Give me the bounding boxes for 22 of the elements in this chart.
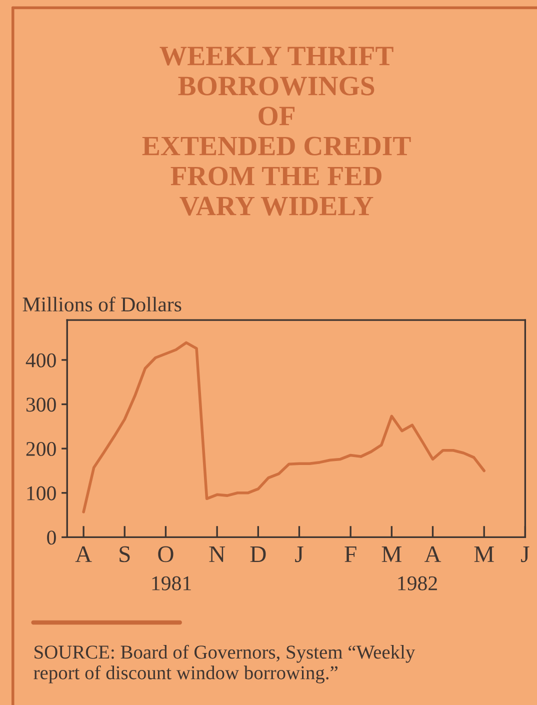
- y-axis-title: Millions of Dollars: [22, 296, 182, 312]
- x-tick-label: A: [424, 546, 442, 562]
- x-tick-label: O: [158, 546, 174, 562]
- y-tick-label: 400: [26, 353, 56, 368]
- text: 1982: [398, 576, 437, 590]
- x-tick-label: F: [344, 546, 356, 562]
- x-tick-label: J: [295, 546, 304, 562]
- x-tick-label: A: [75, 546, 92, 562]
- line-series: [82, 341, 486, 514]
- source-note: SOURCE: Board of Governors, System “Weekly report of discount window borrowing.”: [34, 644, 416, 684]
- y-tick-label: 0: [47, 530, 56, 545]
- x-tick-label: D: [250, 546, 266, 562]
- text: 1981: [152, 576, 191, 590]
- x-tick-label: N: [209, 546, 226, 562]
- y-tick-label: 300: [26, 398, 56, 412]
- chart-title: WEEKLY THRIFT BORROWINGS OF EXTENDED CREDIT FROM THE FED VARY WIDELY: [142, 46, 411, 216]
- x-tick-label: M: [474, 546, 494, 562]
- x-tick-label: J: [521, 546, 530, 562]
- y-tick-label: 200: [26, 442, 56, 456]
- y-tick-label: 100: [27, 486, 56, 500]
- x-tick-label: M: [382, 546, 402, 562]
- x-tick-label: S: [120, 546, 130, 562]
